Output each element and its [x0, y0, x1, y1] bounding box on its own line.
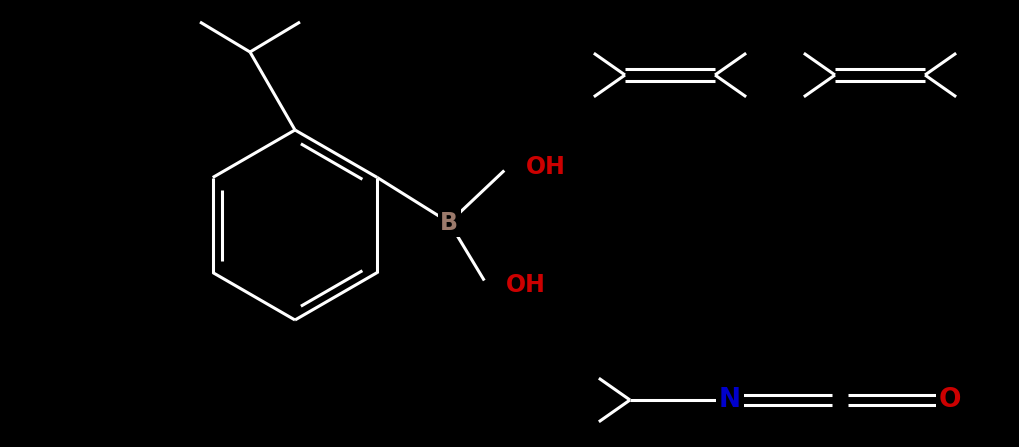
- Text: N: N: [719, 387, 741, 413]
- Text: OH: OH: [526, 155, 567, 178]
- Text: O: O: [938, 387, 961, 413]
- Text: OH: OH: [506, 273, 546, 296]
- Text: B: B: [440, 211, 459, 235]
